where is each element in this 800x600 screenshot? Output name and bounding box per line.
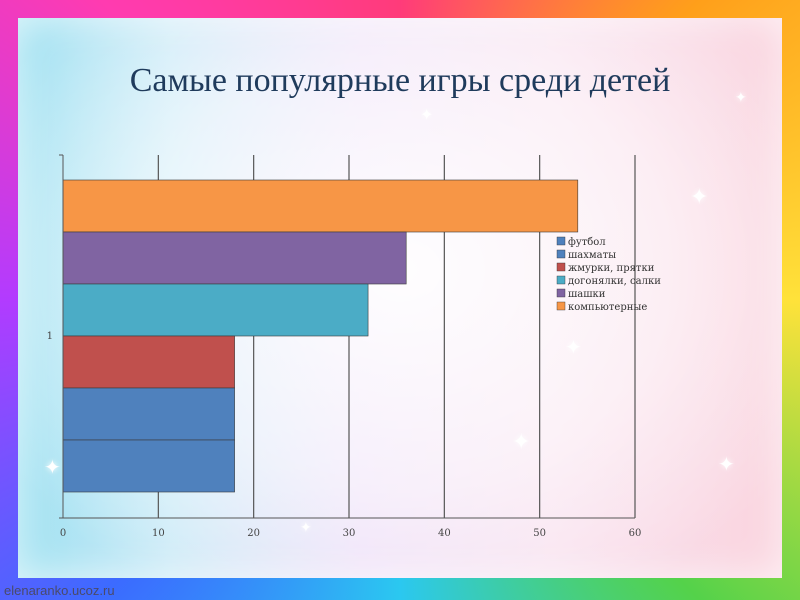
x-tick-label: 60 bbox=[629, 528, 642, 539]
chart-axes: 0 10 20 30 40 50 60 1 bbox=[47, 154, 642, 539]
legend-swatch bbox=[556, 275, 566, 285]
legend-swatch bbox=[556, 288, 566, 298]
sparkle-icon: ✦ bbox=[44, 455, 61, 479]
legend-label: шахматы bbox=[568, 250, 616, 261]
sparkle-icon: ✦ bbox=[300, 520, 312, 536]
bar-4 bbox=[62, 283, 369, 337]
chart-bars bbox=[62, 179, 579, 493]
sparkle-icon: ✦ bbox=[690, 185, 709, 210]
sparkle-icon: ✦ bbox=[735, 90, 747, 106]
x-tick-label: 0 bbox=[60, 528, 66, 539]
legend-label: футбол bbox=[568, 237, 606, 248]
sparkle-icon: ✦ bbox=[718, 452, 735, 476]
sparkle-icon: ✦ bbox=[512, 430, 531, 455]
x-tick-label: 40 bbox=[438, 528, 451, 539]
y-category-label: 1 bbox=[47, 331, 53, 342]
x-tick-label: 20 bbox=[247, 528, 260, 539]
legend-swatch bbox=[556, 249, 566, 259]
legend-swatch bbox=[556, 301, 566, 311]
x-tick-label: 10 bbox=[152, 528, 165, 539]
x-tick-label: 50 bbox=[533, 528, 546, 539]
sparkle-icon: ✦ bbox=[420, 105, 434, 124]
slide-title: Самые популярные игры среди детей bbox=[129, 62, 671, 99]
chart-legend: футбол шахматы жмурки, прятки догонялки, са… bbox=[556, 236, 661, 313]
legend-label: жмурки, прятки bbox=[568, 263, 655, 274]
bar-6 bbox=[62, 179, 579, 233]
x-tick-label: 30 bbox=[343, 528, 356, 539]
legend-swatch bbox=[556, 262, 566, 272]
legend-label: шашки bbox=[568, 289, 606, 300]
watermark-text: elenaranko.ucoz.ru bbox=[4, 583, 115, 598]
legend-label: компьютерные bbox=[568, 302, 647, 313]
sparkle-icon: ✦ bbox=[565, 335, 582, 359]
legend-label: догонялки, салки bbox=[568, 276, 661, 287]
bar-3 bbox=[62, 335, 235, 389]
legend-swatch bbox=[556, 236, 566, 246]
bar-5 bbox=[62, 231, 407, 285]
bar-1 bbox=[62, 439, 235, 493]
bar-2 bbox=[62, 387, 235, 441]
